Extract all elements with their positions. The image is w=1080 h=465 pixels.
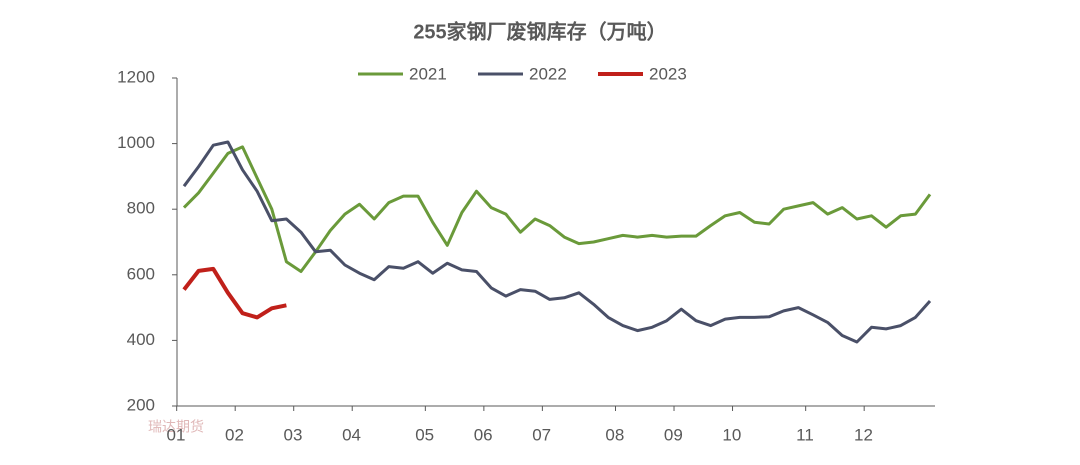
series-line — [182, 145, 932, 273]
series-line — [182, 140, 932, 344]
legend-label: 2021 — [409, 64, 447, 83]
x-tick-label: 02 — [225, 425, 244, 444]
chart-title: 255家钢厂废钢库存（万吨） — [413, 19, 666, 43]
y-tick-label: 1000 — [117, 133, 155, 152]
legend-label: 2022 — [529, 64, 567, 83]
x-tick-label: 06 — [474, 425, 493, 444]
x-tick-label: 03 — [284, 425, 303, 444]
x-tick-label: 10 — [722, 425, 741, 444]
y-tick-label: 800 — [127, 199, 155, 218]
x-tick-label: 11 — [796, 425, 814, 444]
x-tick-label: 08 — [605, 425, 624, 444]
y-tick-label: 400 — [127, 330, 155, 349]
x-tick-label: 07 — [532, 425, 551, 444]
y-tick-label: 600 — [127, 264, 155, 283]
x-tick-label: 01 — [167, 425, 186, 444]
x-tick-label: 04 — [342, 425, 361, 444]
legend-label: 2023 — [649, 64, 687, 83]
y-tick-label: 1200 — [117, 67, 155, 86]
x-tick-label: 12 — [854, 425, 873, 444]
x-tick-label: 05 — [415, 425, 434, 444]
watermark: 瑞达期货 — [148, 419, 204, 435]
x-tick-label: 09 — [664, 425, 683, 444]
y-tick-label: 200 — [127, 395, 155, 414]
series-line — [182, 266, 287, 320]
